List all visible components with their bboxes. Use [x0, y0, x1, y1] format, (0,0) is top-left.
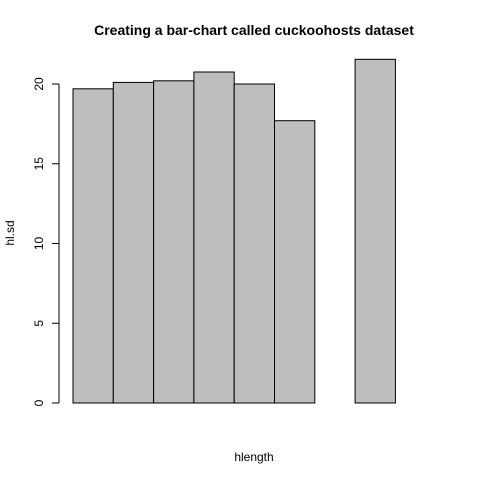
y-tick-label: 10	[32, 237, 46, 251]
bar-4	[193, 71, 235, 404]
y-tick-label: 15	[32, 157, 46, 171]
bar-3	[153, 80, 195, 404]
chart-title: Creating a bar-chart called cuckoohosts …	[94, 22, 414, 38]
bar-1	[72, 88, 114, 404]
y-axis-label: hl.sd	[3, 220, 17, 245]
bars-group	[72, 58, 396, 404]
y-tick-label: 5	[32, 320, 46, 327]
y-axis: 0 5 10 15 20	[32, 77, 60, 406]
bar-2	[112, 81, 155, 404]
bar-5	[233, 83, 275, 404]
y-tick-label: 20	[32, 77, 46, 91]
bar-7	[354, 58, 396, 404]
bar-6	[274, 120, 316, 404]
y-tick-label: 0	[32, 399, 46, 406]
x-axis-label: hlength	[234, 450, 273, 464]
